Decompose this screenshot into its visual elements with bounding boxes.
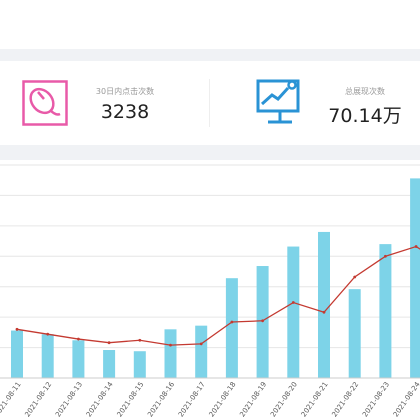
- x-tick-label: 2021-08-16: [146, 380, 176, 418]
- line-point: [46, 332, 50, 336]
- x-tick-label: 2021-08-11: [0, 381, 23, 419]
- x-tick-label: 2021-08-14: [85, 380, 115, 418]
- stats-card: 30日内点击次数 3238 总展现次数 70.14万: [0, 61, 420, 145]
- x-tick-label: 2021-08-24: [392, 380, 420, 418]
- line-point: [261, 319, 264, 323]
- x-tick-label: 2021-08-13: [54, 381, 84, 419]
- x-tick-label: 2021-08-22: [330, 381, 360, 419]
- bar: [41, 334, 54, 378]
- x-tick-label: 2021-08-21: [300, 381, 330, 419]
- bar: [195, 325, 208, 378]
- bar: [11, 330, 23, 378]
- bar: [225, 278, 238, 378]
- line-point: [138, 338, 142, 342]
- line-point: [322, 310, 326, 314]
- x-tick-label: 2021-08-12: [23, 381, 53, 419]
- daily-chart: 2021-08-11 2021-08-12 2021-08-13 2021-08-14…: [0, 164, 420, 419]
- chart-card: 2021-08-11 2021-08-12 2021-08-13 2021-08-14…: [0, 160, 420, 420]
- mouse-icon: [22, 80, 68, 130]
- clicks-value: 3238: [100, 101, 150, 123]
- x-tick-label: 2021-08-15: [116, 381, 146, 419]
- line-point: [230, 320, 234, 324]
- bar: [379, 244, 392, 378]
- x-tick-label: 2021-08-20: [269, 381, 299, 419]
- clicks-label: 30日内点击次数: [95, 87, 155, 96]
- line-point: [169, 343, 172, 347]
- line-point: [77, 337, 80, 341]
- line-point: [414, 245, 418, 248]
- bar: [348, 289, 361, 378]
- line-point: [384, 254, 387, 258]
- bar: [318, 231, 330, 378]
- x-tick-label: 2021-08-23: [361, 381, 391, 419]
- bar: [72, 340, 85, 378]
- top-bar: [0, 0, 420, 49]
- bar: [287, 246, 300, 378]
- x-tick-label: 2021-08-19: [238, 381, 268, 419]
- bar: [164, 329, 177, 378]
- line-point: [353, 275, 357, 279]
- x-tick-label: 2021-08-18: [208, 381, 238, 419]
- bar: [133, 351, 146, 378]
- presentation-chart-icon: [256, 78, 304, 132]
- stat-divider: [209, 79, 210, 127]
- bar: [103, 350, 116, 378]
- line-point: [291, 301, 295, 304]
- line-point: [107, 341, 111, 345]
- x-tick-label: 2021-08-17: [177, 381, 207, 419]
- line-point: [15, 327, 19, 331]
- line-point: [199, 342, 203, 346]
- impressions-label: 总展现次数: [345, 87, 385, 96]
- impressions-value: 70.14万: [328, 105, 402, 127]
- bar: [410, 178, 420, 378]
